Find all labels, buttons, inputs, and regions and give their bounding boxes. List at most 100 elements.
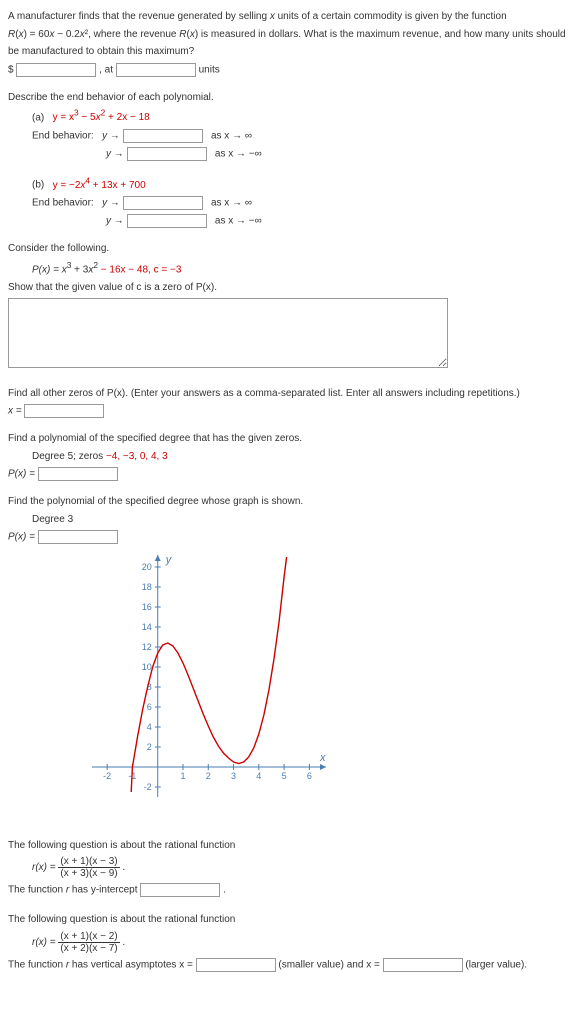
y-arrow: y → <box>102 198 120 209</box>
q1-line3: be manufactured to obtain this maximum? <box>8 45 575 59</box>
t: . <box>223 885 226 896</box>
svg-text:x: x <box>319 752 326 764</box>
text: ², where the revenue <box>85 29 180 40</box>
y-arrow: y → <box>102 131 120 142</box>
q7-title: The following question is about the rati… <box>8 839 575 853</box>
q6-answer: P(x) = <box>8 530 575 544</box>
q6-deg: Degree 3 <box>32 513 575 527</box>
svg-text:2: 2 <box>206 771 211 781</box>
q4-answer: x = <box>8 404 575 418</box>
eb-label: End behavior: <box>32 131 94 142</box>
t: + 2x − 18 <box>105 112 149 123</box>
y-arrow: y → <box>106 149 124 160</box>
equation: y = x3 − 5x2 + 2x − 18 <box>53 112 150 123</box>
q4: Find all other zeros of P(x). (Enter you… <box>8 387 575 419</box>
text: ) = 60 <box>24 29 50 40</box>
svg-text:10: 10 <box>142 662 152 672</box>
q3-textarea[interactable] <box>8 298 448 368</box>
q8-input-2[interactable] <box>383 958 463 972</box>
svg-text:4: 4 <box>256 771 261 781</box>
px-label: P(x) = <box>8 469 38 480</box>
q7-answer: The function r has y-intercept . <box>8 883 575 897</box>
q8-input-1[interactable] <box>196 958 276 972</box>
q1: A manufacturer finds that the revenue ge… <box>8 10 575 77</box>
svg-text:5: 5 <box>282 771 287 781</box>
svg-text:-2: -2 <box>103 771 111 781</box>
svg-text:2: 2 <box>147 742 152 752</box>
denominator: (x + 2)(x − 7) <box>58 943 119 954</box>
q5-title: Find a polynomial of the specified degre… <box>8 432 575 446</box>
rational-fraction: (x + 1)(x − 3) (x + 3)(x − 9) <box>58 856 119 879</box>
svg-text:12: 12 <box>142 642 152 652</box>
q8: The following question is about the rati… <box>8 913 575 972</box>
t: − 16x − 48, c = −3 <box>98 264 181 275</box>
equation: y = −2x4 + 13x + 700 <box>53 180 146 191</box>
q8-title: The following question is about the rati… <box>8 913 575 927</box>
as: as x → −∞ <box>215 216 262 227</box>
t: y = −2 <box>53 180 81 191</box>
q6-title: Find the polynomial of the specified deg… <box>8 495 575 509</box>
t: y = x <box>53 112 74 123</box>
t: has y-intercept <box>69 885 140 896</box>
eb-label: End behavior: <box>32 198 94 209</box>
t: − 5 <box>79 112 96 123</box>
t: (larger value). <box>465 959 527 970</box>
numerator: (x + 1)(x − 3) <box>58 856 119 868</box>
q2b-eb2: y → as x → −∞ <box>32 214 575 228</box>
dollar-sign: $ <box>8 64 14 75</box>
q1-line2: R(x) = 60x − 0.2x², where the revenue R(… <box>8 28 575 42</box>
svg-text:3: 3 <box>231 771 236 781</box>
q2b-eq: (b) y = −2x4 + 13x + 700 <box>32 175 575 192</box>
t: + 13x + 700 <box>90 180 146 191</box>
t: P(x) = x <box>32 264 67 275</box>
q1-units-input[interactable] <box>116 63 196 77</box>
q1-answer-row: $ , at units <box>8 63 575 77</box>
svg-text:1: 1 <box>180 771 185 781</box>
q2b-input-2[interactable] <box>127 214 207 228</box>
t: has vertical asymptotes x = <box>69 959 195 970</box>
as: as x → ∞ <box>211 198 252 209</box>
q1-line1: A manufacturer finds that the revenue ge… <box>8 10 575 24</box>
t: The function <box>8 885 66 896</box>
svg-text:y: y <box>165 554 173 566</box>
q3-title: Consider the following. <box>8 242 575 256</box>
q1-revenue-input[interactable] <box>16 63 96 77</box>
q5-deg: Degree 5; zeros −4, −3, 0, 4, 3 <box>32 450 575 464</box>
q4-input[interactable] <box>24 404 104 418</box>
q2a-eq: (a) y = x3 − 5x2 + 2x − 18 <box>32 108 575 125</box>
period: . <box>122 862 125 873</box>
q7-input[interactable] <box>140 883 220 897</box>
q7: The following question is about the rati… <box>8 839 575 898</box>
y-arrow: y → <box>106 216 124 227</box>
q7-eq: r(x) = (x + 1)(x − 3) (x + 3)(x − 9) . <box>32 856 575 879</box>
t: + 3 <box>71 264 88 275</box>
lhs: r(x) = <box>32 937 58 948</box>
q5: Find a polynomial of the specified degre… <box>8 432 575 481</box>
q2a-eb1: End behavior: y → as x → ∞ <box>32 129 575 143</box>
q5-input[interactable] <box>38 467 118 481</box>
svg-text:20: 20 <box>142 562 152 572</box>
q3-show: Show that the given value of c is a zero… <box>8 281 575 295</box>
q3: Consider the following. P(x) = x3 + 3x2 … <box>8 242 575 372</box>
zeros: −4, −3, 0, 4, 3 <box>106 451 168 462</box>
q2-title: Describe the end behavior of each polyno… <box>8 91 575 105</box>
q6-input[interactable] <box>38 530 118 544</box>
text: , at <box>99 64 116 75</box>
q8-eq: r(x) = (x + 1)(x − 2) (x + 2)(x − 7) . <box>32 931 575 954</box>
denominator: (x + 3)(x − 9) <box>58 868 119 879</box>
q2: Describe the end behavior of each polyno… <box>8 91 575 229</box>
q5-answer: P(x) = <box>8 467 575 481</box>
t: The function <box>8 959 66 970</box>
svg-text:14: 14 <box>142 622 152 632</box>
q2a-input-2[interactable] <box>127 147 207 161</box>
svg-text:4: 4 <box>147 722 152 732</box>
q2b-input-1[interactable] <box>123 196 203 210</box>
text: ) is measured in dollars. What is the ma… <box>195 29 566 40</box>
q3-eq: P(x) = x3 + 3x2 − 16x − 48, c = −3 <box>32 260 575 277</box>
text: A manufacturer finds that the revenue ge… <box>8 11 270 22</box>
text: units of a certain commodity is given by… <box>275 11 507 22</box>
lhs: r(x) = <box>32 862 58 873</box>
as: as x → −∞ <box>215 149 262 160</box>
q2a-input-1[interactable] <box>123 129 203 143</box>
t: Degree 5; zeros <box>32 451 106 462</box>
